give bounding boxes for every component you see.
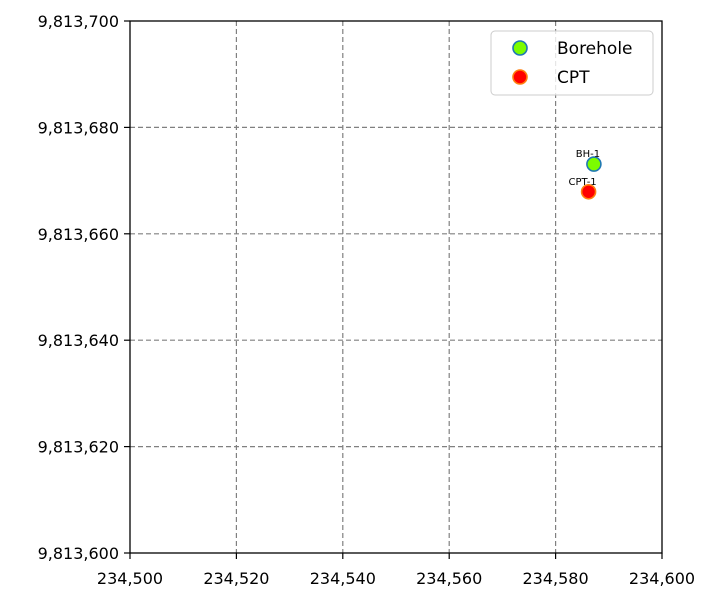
legend: Borehole CPT xyxy=(490,30,654,96)
plot-frame xyxy=(129,20,663,554)
x-tick-label: 234,560 xyxy=(416,569,482,588)
y-tick-label: 9,813,640 xyxy=(38,331,119,350)
grid-lines xyxy=(130,21,662,553)
legend-box xyxy=(490,30,654,96)
y-tick-label: 9,813,660 xyxy=(38,225,119,244)
borehole-point-label: BH-1 xyxy=(576,149,600,160)
legend-label-borehole: Borehole xyxy=(557,39,633,59)
y-tick-label: 9,813,620 xyxy=(38,438,119,457)
y-tick-label: 9,813,680 xyxy=(38,118,119,137)
legend-marker-cpt xyxy=(512,69,528,85)
legend-label-cpt: CPT xyxy=(557,68,590,88)
plot-area xyxy=(130,21,662,553)
cpt-point xyxy=(580,183,597,200)
legend-marker-borehole xyxy=(512,40,528,56)
x-tick-label: 234,580 xyxy=(523,569,589,588)
y-tick-label: 9,813,700 xyxy=(38,12,119,31)
x-tick-label: 234,500 xyxy=(97,569,163,588)
x-tick-label: 234,540 xyxy=(310,569,376,588)
y-tick-label: 9,813,600 xyxy=(38,544,119,563)
x-tick-label: 234,520 xyxy=(203,569,269,588)
x-axis: 234,500 234,520 234,540 234,560 234,580 234,6… xyxy=(97,553,695,588)
cpt-point-label: CPT-1 xyxy=(568,177,596,188)
x-tick-label: 234,600 xyxy=(629,569,695,588)
y-axis: 9,813,600 9,813,620 9,813,640 9,813,660 9,81… xyxy=(38,12,130,563)
borehole-point xyxy=(586,156,602,172)
data-points: BH-1 CPT-1 xyxy=(568,149,602,200)
